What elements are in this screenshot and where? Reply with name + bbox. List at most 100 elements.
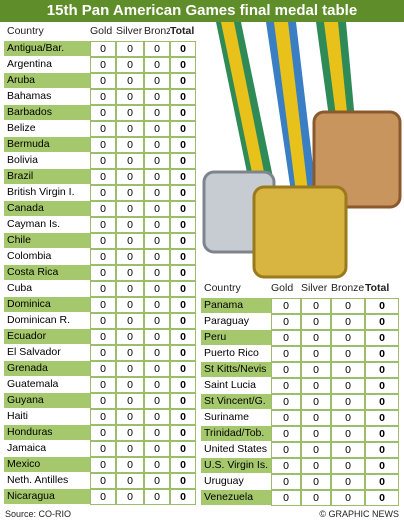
medal-count: 0 [90,425,116,441]
medal-count: 0 [116,281,144,297]
medal-count: 0 [365,298,399,314]
medal-count: 0 [365,394,399,410]
medal-count: 0 [170,201,196,217]
medal-count: 0 [301,298,331,314]
country-name: Colombia [4,249,90,265]
country-name: Brazil [4,169,90,185]
medal-count: 0 [144,361,170,377]
medal-count: 0 [144,441,170,457]
country-name: Dominica [4,297,90,313]
medal-count: 0 [365,458,399,474]
medal-count: 0 [144,489,170,505]
country-name: Cayman Is. [4,217,90,233]
country-name: Guatemala [4,377,90,393]
medal-count: 0 [170,217,196,233]
country-name: Chile [4,233,90,249]
medal-count: 0 [170,361,196,377]
medal-count: 0 [90,57,116,73]
medal-count: 0 [331,458,365,474]
medal-count: 0 [365,314,399,330]
country-name: Costa Rica [4,265,90,281]
country-name: Grenada [4,361,90,377]
medal-count: 0 [170,105,196,121]
medal-count: 0 [271,426,301,442]
medal-count: 0 [144,169,170,185]
medal-count: 0 [90,217,116,233]
medal-count: 0 [144,425,170,441]
medal-count: 0 [271,314,301,330]
medal-count: 0 [170,393,196,409]
column-header: Gold [271,282,294,294]
medal-count: 0 [116,425,144,441]
medal-count: 0 [90,473,116,489]
medal-count: 0 [271,298,301,314]
medal-count: 0 [90,329,116,345]
medal-count: 0 [116,153,144,169]
medal-count: 0 [90,281,116,297]
medal-count: 0 [90,393,116,409]
medal-count: 0 [170,297,196,313]
medal-count: 0 [116,329,144,345]
country-name: Aruba [4,73,90,89]
country-name: Paraguay [201,314,271,330]
medal-count: 0 [90,137,116,153]
medal-count: 0 [116,57,144,73]
country-name: Venezuela [201,490,271,506]
medal-count: 0 [301,330,331,346]
medal-count: 0 [116,393,144,409]
country-name: Ecuador [4,329,90,345]
country-name: United States [201,442,271,458]
title: 15th Pan American Games final medal tabl… [0,0,404,22]
medal-count: 0 [90,265,116,281]
country-name: Trinidad/Tob. [201,426,271,442]
medal-count: 0 [170,121,196,137]
medal-count: 0 [144,73,170,89]
medal-count: 0 [365,410,399,426]
medal-count: 0 [144,457,170,473]
medal-count: 0 [271,458,301,474]
medal-count: 0 [90,89,116,105]
medal-count: 0 [144,185,170,201]
medal-count: 0 [144,105,170,121]
medal-count: 0 [144,249,170,265]
medal-count: 0 [90,201,116,217]
medal-count: 0 [144,89,170,105]
medal-count: 0 [170,425,196,441]
medal-count: 0 [116,185,144,201]
medal-count: 0 [301,346,331,362]
medal-count: 0 [365,442,399,458]
medal-count: 0 [365,474,399,490]
medal-count: 0 [301,490,331,506]
medal-count: 0 [331,378,365,394]
medal-count: 0 [170,233,196,249]
column-header: Silver [301,282,328,294]
medal-count: 0 [301,394,331,410]
medal-count: 0 [331,410,365,426]
medal-count: 0 [170,169,196,185]
medal-count: 0 [271,330,301,346]
medal-count: 0 [170,441,196,457]
country-name: Cuba [4,281,90,297]
column-header: Total [365,282,390,294]
country-name: Puerto Rico [201,346,271,362]
medal-count: 0 [331,298,365,314]
medal-count: 0 [365,490,399,506]
country-name: Belize [4,121,90,137]
medal-count: 0 [365,330,399,346]
medal-count: 0 [116,73,144,89]
medal-count: 0 [331,426,365,442]
medal-count: 0 [170,249,196,265]
medal-count: 0 [170,89,196,105]
medal-count: 0 [271,474,301,490]
medal-count: 0 [144,281,170,297]
country-name: Honduras [4,425,90,441]
medal-count: 0 [90,249,116,265]
medal-count: 0 [116,265,144,281]
medal-count: 0 [116,409,144,425]
column-header: Gold [90,25,113,37]
medal-count: 0 [271,378,301,394]
medal-count: 0 [116,313,144,329]
medal-count: 0 [144,329,170,345]
country-name: Peru [201,330,271,346]
medal-count: 0 [116,121,144,137]
